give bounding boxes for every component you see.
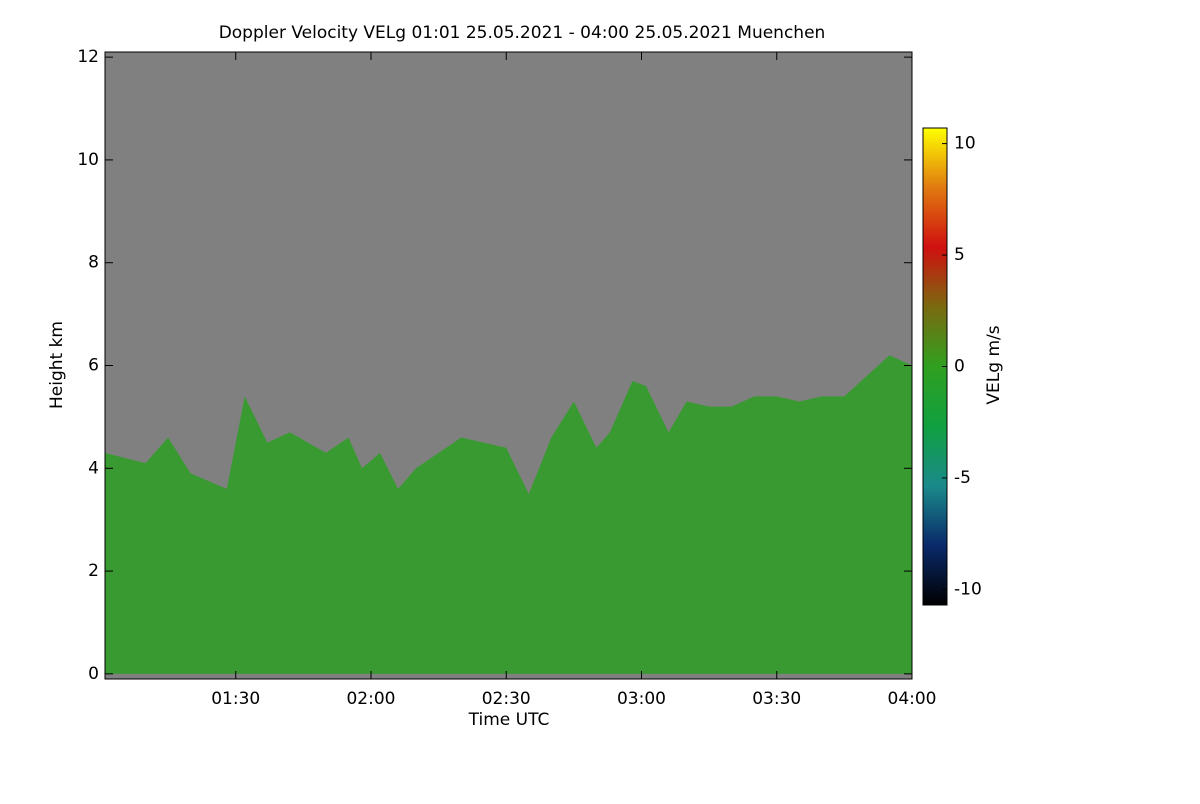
x-tick-label: 03:00 xyxy=(617,689,666,709)
colorbar-tick-label: 0 xyxy=(954,357,965,377)
echo-area xyxy=(105,355,912,674)
y-tick-label: 2 xyxy=(88,561,99,581)
y-tick-label: 12 xyxy=(77,47,99,67)
colorbar-tick-label: -10 xyxy=(954,579,982,599)
chart-title: Doppler Velocity VELg 01:01 25.05.2021 -… xyxy=(219,23,826,43)
colorbar-tick-label: -5 xyxy=(954,468,971,488)
x-tick-label: 01:30 xyxy=(211,689,260,709)
x-axis-label: Time UTC xyxy=(468,710,550,730)
y-axis-label: Height km xyxy=(47,321,67,409)
y-tick-label: 8 xyxy=(88,253,99,273)
x-tick-label: 03:30 xyxy=(752,689,801,709)
colorbar xyxy=(922,127,948,606)
y-tick-label: 10 xyxy=(77,150,99,170)
y-tick-label: 4 xyxy=(88,458,99,478)
x-tick-label: 04:00 xyxy=(888,689,937,709)
colorbar-tick-label: 5 xyxy=(954,245,965,265)
y-tick-label: 6 xyxy=(88,356,99,376)
colorbar-tick-label: 10 xyxy=(954,134,976,154)
x-tick-label: 02:00 xyxy=(346,689,395,709)
y-tick-label: 0 xyxy=(88,664,99,684)
colorbar-label: VELg m/s xyxy=(984,325,1004,404)
x-tick-label: 02:30 xyxy=(482,689,531,709)
